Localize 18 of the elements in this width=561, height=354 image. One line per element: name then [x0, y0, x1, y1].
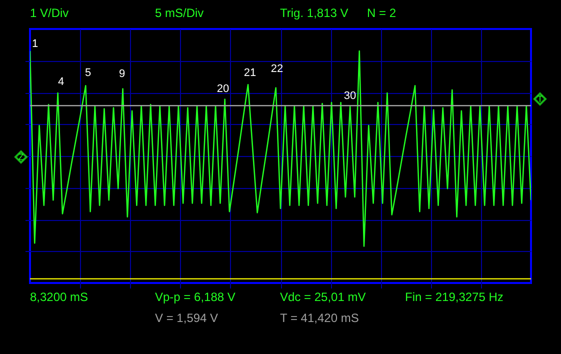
- text: 1: [32, 38, 38, 50]
- text: 1 V/Div: [30, 6, 69, 20]
- text: 8,3200 mS: [30, 290, 88, 304]
- text: T = 41,420 mS: [280, 311, 359, 325]
- text: V = 1,594 V: [155, 311, 218, 325]
- annotation: 4: [58, 76, 64, 88]
- text: T: [537, 94, 544, 104]
- text: Fin = 219,3275 Hz: [405, 290, 504, 304]
- text: Vdc = 25,01 mV: [280, 290, 366, 304]
- annotation: 21: [244, 67, 256, 79]
- text: Trig. 1,813 V: [280, 6, 348, 20]
- text: Z: [18, 152, 24, 162]
- annotation: 9: [118, 68, 126, 80]
- annotation: 20: [216, 83, 230, 95]
- text: Vp-p = 6,188 V: [155, 290, 236, 304]
- text: 5 mS/Div: [155, 6, 204, 20]
- text: N = 2: [367, 6, 396, 20]
- annotation: 5: [84, 67, 92, 79]
